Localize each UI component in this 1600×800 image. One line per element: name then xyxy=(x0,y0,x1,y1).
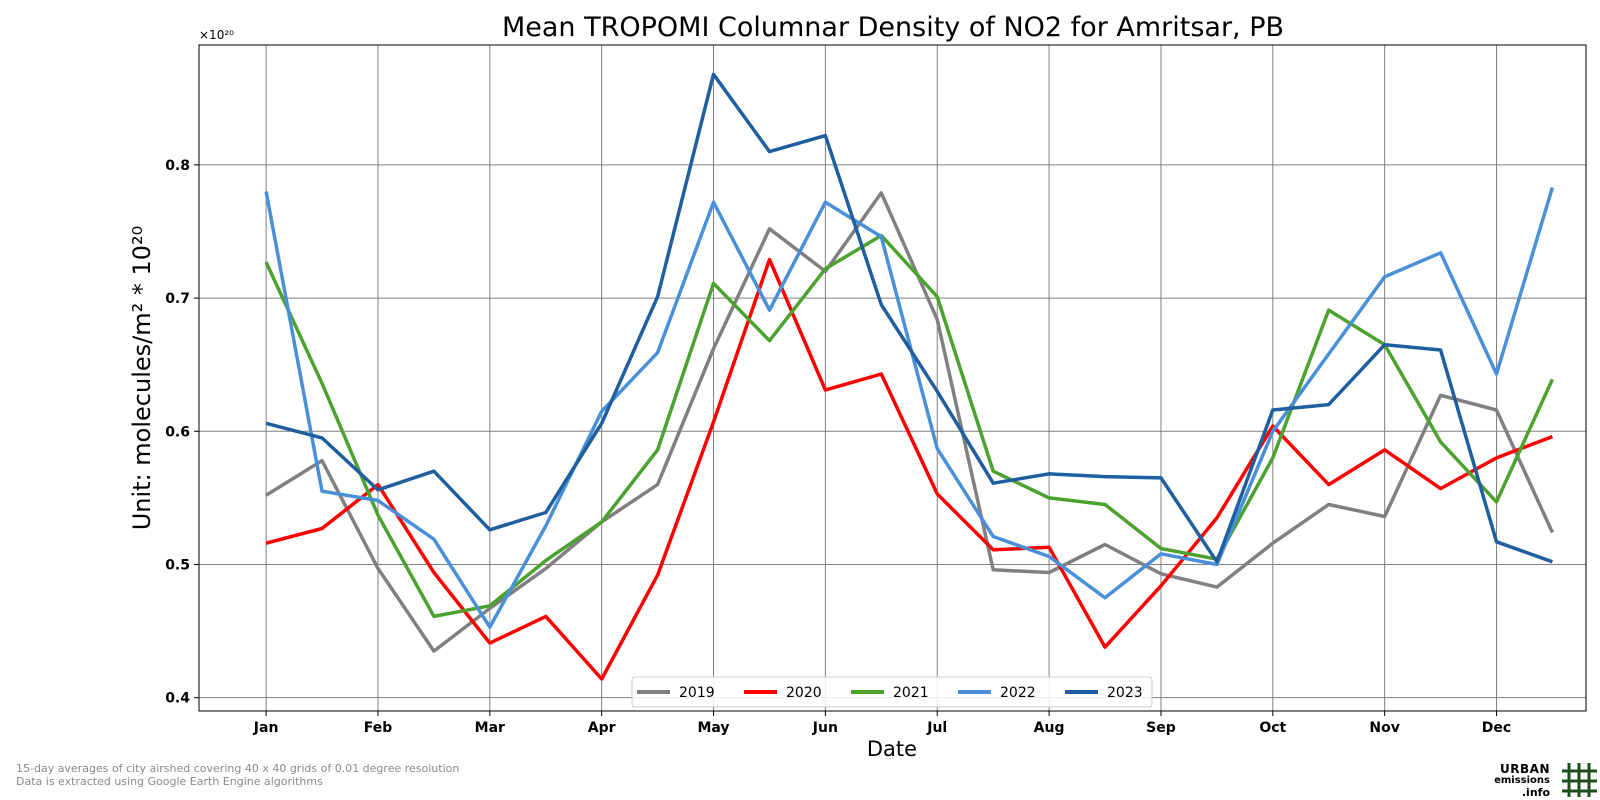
logo-text-urban: URBAN xyxy=(1500,762,1550,776)
legend-label-2021: 2021 xyxy=(893,685,929,701)
x-tick-label: Aug xyxy=(1034,720,1065,736)
grid-logo-icon xyxy=(1562,763,1597,797)
chart-title: Mean TROPOMI Columnar Density of NO2 for… xyxy=(502,12,1284,43)
y-tick-label: 0.7 xyxy=(165,291,190,307)
x-tick-label: Feb xyxy=(364,720,393,736)
y-axis-label: Unit: molecules/m² * 10²⁰ xyxy=(128,226,156,531)
series-lines xyxy=(264,72,1555,681)
series-line-2019 xyxy=(265,191,1554,653)
series-line-2021 xyxy=(264,233,1554,619)
x-axis-ticks: Jan Feb Mar Apr May Jun Jul Aug Sep Oct Nov Dec xyxy=(253,711,1511,736)
y-scale-label: ×10²⁰ xyxy=(199,28,234,42)
y-tick-label: 0.6 xyxy=(165,424,190,440)
series-line-2020 xyxy=(265,257,1554,681)
x-tick-label: Jul xyxy=(926,720,947,736)
x-tick-label: Jun xyxy=(812,720,838,736)
x-axis-label: Date xyxy=(867,737,917,761)
footnote-line-1: 15-day averages of city airshed covering… xyxy=(16,762,460,775)
x-tick-label: Apr xyxy=(588,720,616,736)
legend-label-2022: 2022 xyxy=(1000,685,1036,701)
legend-frame xyxy=(631,676,1153,708)
y-axis-ticks: 0.4 0.5 0.6 0.7 0.8 xyxy=(165,158,199,707)
grid xyxy=(199,45,1586,711)
legend-label-2023: 2023 xyxy=(1107,685,1143,701)
x-tick-label: Dec xyxy=(1482,720,1511,736)
legend-label-2020: 2020 xyxy=(786,685,822,701)
x-tick-label: Sep xyxy=(1146,720,1176,736)
x-tick-label: Mar xyxy=(475,720,505,736)
y-tick-label: 0.8 xyxy=(165,158,190,174)
series-line-2023 xyxy=(265,72,1553,564)
x-tick-label: May xyxy=(697,720,729,736)
footnote-line-2: Data is extracted using Google Earth Eng… xyxy=(16,775,323,788)
urban-emissions-logo: URBAN emissions .info xyxy=(1494,761,1599,799)
plot-frame xyxy=(198,44,1587,712)
y-tick-label: 0.4 xyxy=(165,691,190,707)
logo-text-info: .info xyxy=(1521,786,1550,799)
series-line-2022 xyxy=(264,186,1555,629)
x-tick-label: Jan xyxy=(253,720,279,736)
x-tick-label: Nov xyxy=(1369,720,1399,736)
x-tick-label: Oct xyxy=(1259,720,1286,736)
y-tick-label: 0.5 xyxy=(165,557,190,573)
legend: 2019 2020 2021 2022 2023 xyxy=(631,676,1153,708)
logo-text-emissions: emissions xyxy=(1494,775,1550,786)
legend-label-2019: 2019 xyxy=(679,685,715,701)
